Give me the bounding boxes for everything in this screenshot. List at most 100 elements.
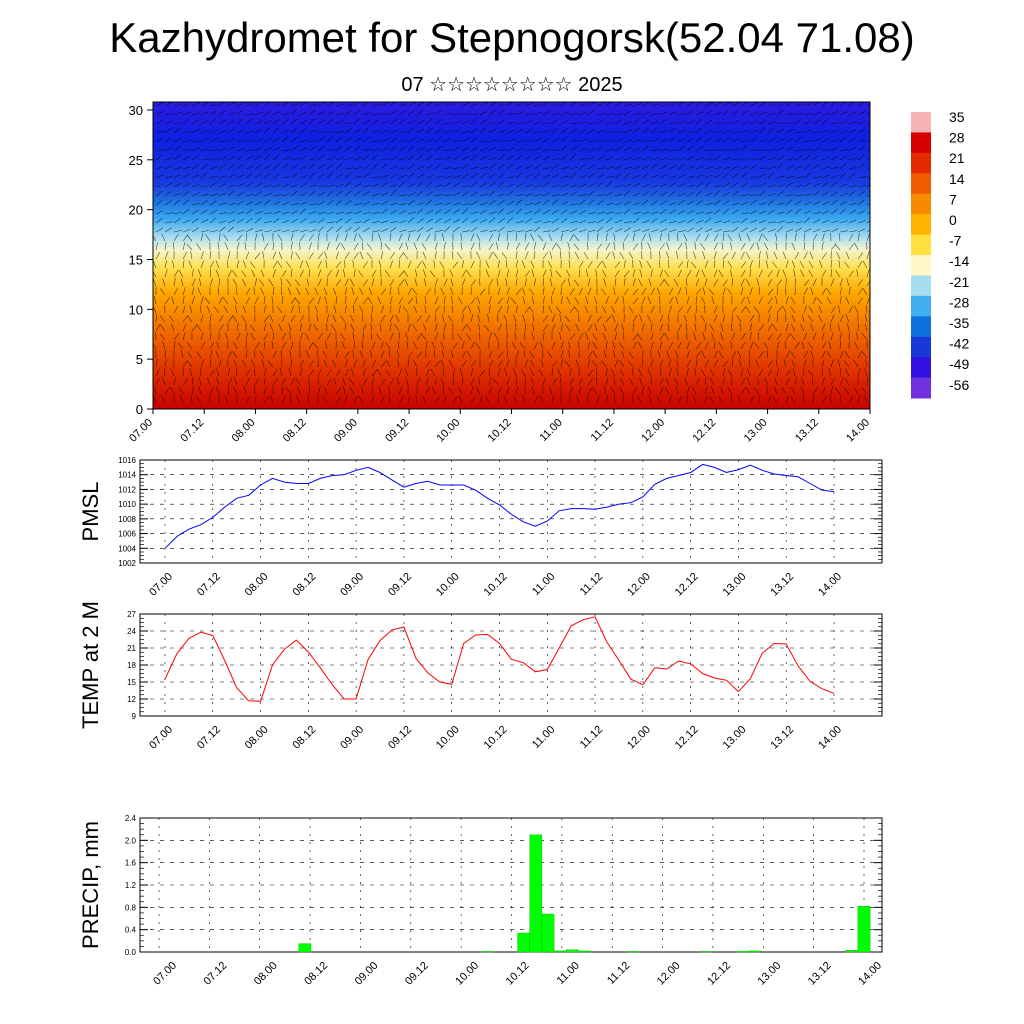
- x-tick-label: 13.12: [768, 571, 796, 599]
- colorbar-label: -7: [949, 233, 962, 249]
- x-tick-label: 13.00: [721, 724, 749, 752]
- x-tick-label: 12.12: [673, 724, 701, 752]
- colorbar-label: 28: [949, 130, 965, 146]
- colorbar-swatch: [911, 316, 931, 338]
- colorbar-label: -42: [949, 336, 969, 352]
- x-tick-label: 08.12: [291, 571, 319, 599]
- colorbar-swatch: [911, 295, 931, 317]
- x-tick-label: 10.00: [434, 571, 462, 599]
- profile-y-axis: 0 5 10 15 20 25 30: [129, 103, 153, 417]
- colorbar-label: -49: [949, 356, 969, 372]
- y-tick-label: 18: [127, 661, 136, 670]
- x-tick-label: 09.00: [338, 724, 366, 752]
- x-tick-label: 12.12: [705, 960, 733, 988]
- y-tick-label: 24: [127, 627, 136, 636]
- precip-bar: [529, 834, 543, 953]
- y-tick-label: 27: [127, 610, 136, 619]
- profile-y-tick-label: 30: [129, 103, 143, 118]
- precip-bar: [626, 951, 640, 953]
- y-tick-label: 1008: [118, 515, 136, 524]
- precip-bar: [517, 932, 530, 953]
- y-tick-label: 0.0: [125, 948, 137, 957]
- x-tick-label: 07.12: [195, 571, 223, 599]
- x-tick-label: 11.12: [605, 960, 632, 987]
- x-tick-label: 08.00: [243, 724, 271, 752]
- y-tick-label: 21: [127, 644, 136, 653]
- x-tick-label: 11.00: [530, 571, 557, 598]
- x-tick-label: 13.12: [768, 724, 796, 752]
- y-tick-label: 2.0: [125, 836, 137, 845]
- x-tick-label: 10.12: [482, 724, 510, 752]
- precip-bar: [480, 951, 494, 953]
- profile-y-tick-label: 5: [136, 352, 143, 367]
- pmsl-line: [164, 463, 835, 549]
- x-tick-label: 07.00: [151, 960, 179, 988]
- x-tick-label: 08.12: [302, 960, 330, 988]
- temp-line: [164, 616, 835, 702]
- x-tick-label: 14.00: [816, 724, 844, 752]
- profile-x-tick-label: 10.12: [486, 417, 514, 445]
- colorbar-label: 0: [949, 212, 957, 228]
- profile-y-tick-label: 10: [129, 302, 143, 317]
- y-tick-label: 12: [127, 695, 136, 704]
- x-tick-label: 07.12: [195, 724, 223, 752]
- y-axis-label: PMSL: [78, 482, 103, 542]
- y-tick-label: 1002: [118, 559, 136, 568]
- panel-frame: [139, 459, 883, 564]
- x-tick-label: 08.00: [243, 571, 271, 599]
- precip-bar: [298, 943, 312, 953]
- precip-bar: [845, 950, 859, 953]
- profile-x-tick-label: 09.12: [383, 417, 411, 445]
- colorbar-label: -28: [949, 294, 969, 310]
- y-axis-label: TEMP at 2 M: [78, 601, 103, 729]
- profile-x-tick-label: 12.12: [691, 417, 719, 445]
- precip-bar: [736, 951, 749, 953]
- colorbar: 35 28 21 14 7 0 -7 -14 -21 -28 -35 -42 -49 -56: [911, 109, 969, 399]
- profile-x-tick-label: 07.12: [178, 417, 206, 445]
- x-tick-label: 07.12: [202, 960, 230, 988]
- colorbar-label: 35: [949, 109, 965, 125]
- temperature-field: [153, 102, 870, 409]
- colorbar-label: -14: [949, 253, 969, 269]
- precip-bar: [566, 949, 579, 953]
- precip-bar: [857, 906, 871, 953]
- profile-x-tick-label: 14.00: [844, 417, 872, 445]
- profile-x-tick-label: 11.00: [537, 417, 564, 444]
- x-tick-label: 10.00: [453, 960, 481, 988]
- profile-x-tick-label: 11.12: [589, 417, 616, 444]
- vertical-profile-panel: 0 5 10 15 20 25 30 07.00 07.12 08.00 08.12 09.00 09…: [127, 101, 872, 445]
- x-tick-label: 11.12: [578, 571, 605, 598]
- colorbar-swatch: [911, 132, 931, 154]
- precip-panel: 0.0 0.4 0.8 1.2 1.6 2.0 2.4 PRECIP, mm 07.00 07.1…: [78, 814, 884, 988]
- colorbar-label: 21: [949, 150, 965, 166]
- colorbar-swatch: [911, 336, 931, 358]
- x-tick-label: 14.00: [816, 571, 844, 599]
- x-tick-label: 13.00: [721, 571, 749, 599]
- profile-x-tick-label: 08.00: [230, 417, 258, 445]
- y-axis-label: PRECIP, mm: [78, 821, 103, 949]
- x-tick-label: 13.12: [806, 960, 834, 988]
- wind-barbs-overlay: [153, 102, 870, 404]
- x-tick-label: 09.12: [386, 571, 414, 599]
- temp-panel: 9 12 15 18 21 24 27 TEMP at 2 M 07.00 07.12 08.00 0…: [78, 601, 883, 752]
- x-tick-label: 09.12: [386, 724, 414, 752]
- profile-y-tick-label: 15: [129, 252, 143, 267]
- colorbar-label: -21: [949, 274, 969, 290]
- y-tick-label: 1006: [118, 530, 136, 539]
- y-tick-label: 1012: [118, 485, 136, 494]
- colorbar-swatch: [911, 377, 931, 399]
- pmsl-panel: 1002 1004 1006 1008 1010 1012 1014 1016 PMSL 07.0…: [78, 456, 883, 599]
- x-tick-label: 12.00: [655, 960, 683, 988]
- y-tick-label: 1010: [118, 500, 136, 509]
- x-tick-label: 09.00: [353, 960, 381, 988]
- colorbar-swatch: [911, 152, 931, 174]
- x-tick-label: 13.00: [755, 960, 783, 988]
- profile-x-tick-label: 12.00: [639, 417, 667, 445]
- colorbar-label: 7: [949, 191, 957, 207]
- profile-x-tick-label: 09.00: [332, 417, 360, 445]
- y-tick-label: 0.4: [125, 926, 137, 935]
- y-tick-label: 9: [132, 712, 137, 721]
- precip-bar: [699, 951, 713, 953]
- colorbar-swatch: [911, 214, 931, 236]
